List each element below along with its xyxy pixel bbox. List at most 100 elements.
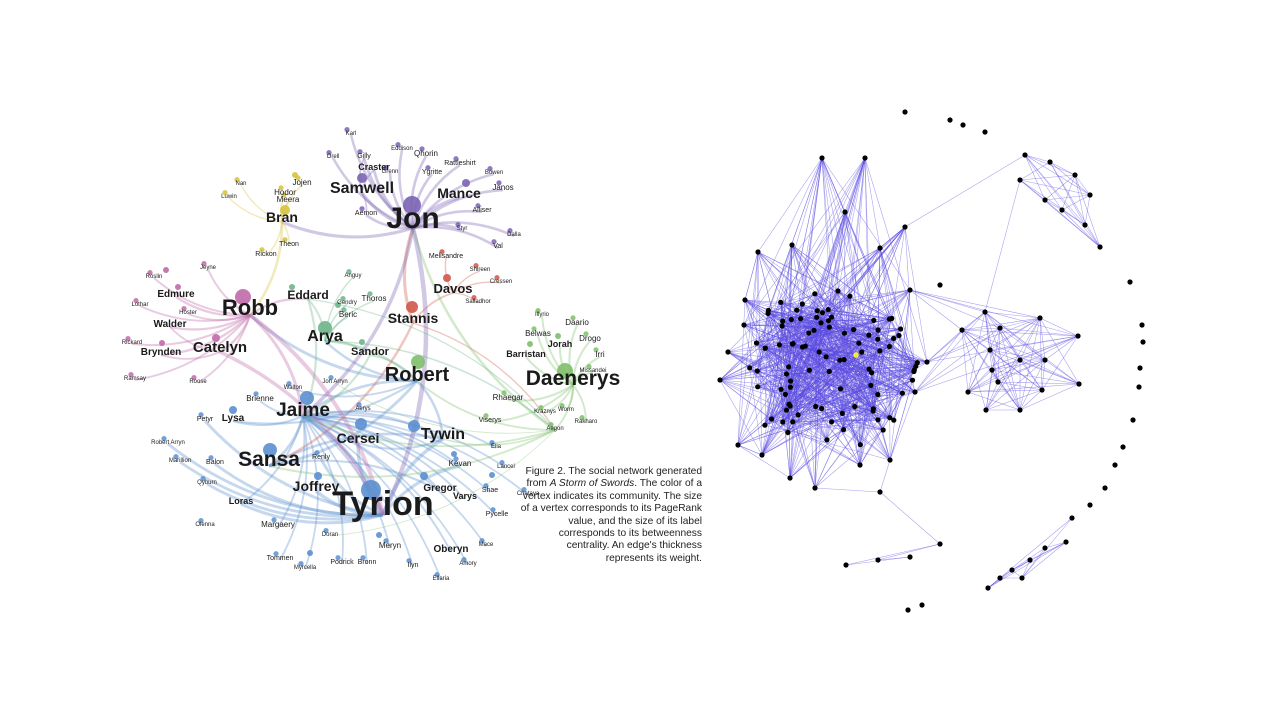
vertex-sandor (359, 339, 365, 345)
network-edge (985, 389, 1043, 411)
network-edge (743, 324, 758, 387)
vertex-davos (443, 274, 451, 282)
network-edge (1024, 154, 1101, 248)
network-edge (861, 318, 890, 353)
vertex-orell (326, 150, 332, 156)
vertex-melisandre (439, 249, 445, 255)
label-craster: Craster (358, 162, 390, 172)
network-edge (411, 227, 556, 432)
network-node (787, 384, 794, 390)
network-edge (1074, 174, 1086, 226)
network-edge (914, 335, 1079, 393)
network-node (875, 557, 881, 563)
network-edge (782, 408, 822, 423)
network-edge (329, 429, 556, 537)
network-node (924, 359, 930, 365)
network-edge (997, 327, 1001, 383)
network-edge (1024, 154, 1063, 211)
network-edge (1049, 161, 1076, 176)
network-edge (844, 157, 866, 213)
network-edge (765, 347, 884, 431)
network-edge (134, 314, 251, 381)
network-edge (719, 379, 763, 456)
label-robert-arryn: Robert Arryn (151, 440, 185, 446)
label-petyr: Petyr (197, 416, 214, 423)
network-edge (825, 318, 892, 358)
network-edge (821, 157, 890, 320)
network-edge (889, 289, 911, 320)
network-edge (790, 318, 801, 382)
network-node (806, 330, 812, 336)
network-edge (870, 385, 903, 394)
network-edge (984, 311, 1001, 329)
network-edge (826, 371, 830, 440)
left-network-edges (131, 134, 601, 581)
network-edge (787, 419, 879, 433)
network-edge (844, 157, 866, 334)
network-edge (877, 543, 941, 561)
vertex-marillion (173, 454, 179, 460)
network-edge (1021, 559, 1031, 579)
network-edge (412, 209, 483, 230)
network-edge (967, 359, 1046, 393)
label-sansa: Sansa (238, 448, 300, 471)
network-node (1087, 192, 1093, 198)
network-edge (814, 293, 870, 336)
network-edge (302, 415, 469, 566)
network-edge (232, 415, 304, 427)
network-edge (203, 420, 384, 517)
network-edge (861, 351, 891, 418)
network-edge (1019, 161, 1051, 181)
network-node (960, 122, 966, 128)
label-roose: Roose (189, 379, 207, 385)
network-node (857, 442, 863, 448)
network-edge (989, 349, 1021, 411)
network-edge (756, 211, 846, 344)
vertex-doran (323, 528, 329, 534)
network-edge (197, 314, 251, 384)
network-edge (840, 362, 918, 390)
vertex-lothar (133, 298, 139, 304)
network-edge (452, 292, 479, 304)
network-edge (302, 414, 359, 444)
vertex-lothar (163, 267, 169, 273)
network-node (1136, 384, 1142, 390)
vertex-stannis (406, 301, 418, 313)
network-edge (1044, 335, 1079, 361)
network-node (1009, 567, 1015, 573)
network-edge (816, 317, 918, 363)
label-varys: Varys (453, 491, 477, 501)
network-edge (411, 196, 460, 229)
network-edge (991, 335, 1079, 371)
network-edge (791, 244, 818, 311)
network-edge (764, 408, 822, 426)
network-node (887, 415, 893, 421)
network-edge (1044, 541, 1067, 549)
vertex-qhorin (419, 146, 425, 152)
vertex-theon (282, 237, 288, 243)
network-node (1139, 322, 1145, 328)
network-edge (786, 373, 861, 466)
vertex-karl (344, 127, 350, 133)
network-edge (268, 432, 444, 468)
network-node (875, 327, 881, 333)
network-node (866, 366, 872, 372)
network-edge (537, 335, 574, 386)
vertex-petyr (198, 412, 204, 418)
vertex-myrcella (298, 561, 304, 567)
label-beric: Beric (339, 310, 357, 319)
network-node (982, 129, 988, 135)
label-aegon: Aegon (546, 426, 563, 432)
network-edge (334, 382, 556, 434)
network-node (794, 307, 800, 313)
network-edge (743, 324, 843, 414)
network-node (914, 360, 920, 366)
network-edge (268, 429, 556, 478)
network-edge (889, 346, 915, 372)
network-edge (1011, 541, 1067, 571)
network-node (795, 412, 801, 418)
network-edge (365, 213, 414, 230)
network-node (814, 308, 820, 314)
left-network-nodes (125, 127, 599, 578)
vertex-jon-arryn (328, 375, 334, 381)
